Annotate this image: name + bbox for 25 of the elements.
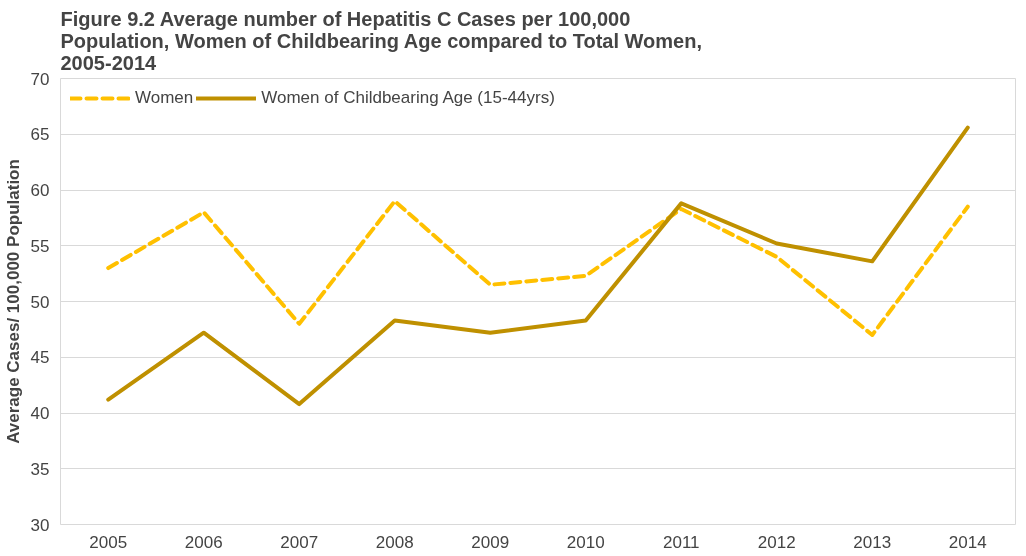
y-tick-label: 30 (30, 515, 50, 535)
y-tick-label: 45 (30, 348, 50, 368)
x-tick-label: 2010 (566, 532, 605, 552)
line-series (106, 199, 970, 337)
x-tick-label: 2008 (375, 532, 414, 552)
y-tick-label: 65 (30, 125, 50, 145)
x-tick-label: 2014 (948, 532, 987, 552)
legend-label: Women (135, 88, 194, 108)
y-axis-title: Average Cases/ 100,000 Population (3, 159, 23, 444)
x-tick-label: 2013 (853, 532, 892, 552)
x-tick-label: 2012 (757, 532, 796, 552)
x-tick-label: 2006 (184, 532, 223, 552)
y-tick-label: 50 (30, 292, 50, 312)
x-tick-label: 2007 (280, 532, 319, 552)
y-tick-label: 70 (30, 69, 50, 89)
y-tick-label: 60 (30, 181, 50, 200)
x-tick-label: 2009 (471, 532, 510, 552)
x-tick-label: 2011 (662, 532, 700, 552)
y-tick-label: 55 (30, 236, 50, 256)
line-series (106, 125, 970, 407)
chart-title: Figure 9.2 Average number of Hepatitis C Cases per 100,000 Population, Women of Childbearing Age compared to Total Women, 2005-2014 (60, 7, 702, 74)
x-tick-label: 2005 (89, 532, 128, 552)
y-tick-label: 40 (30, 404, 50, 423)
y-tick-label: 35 (30, 459, 50, 479)
legend-label: Women of Childbearing Age (15-44yrs) (261, 88, 555, 108)
